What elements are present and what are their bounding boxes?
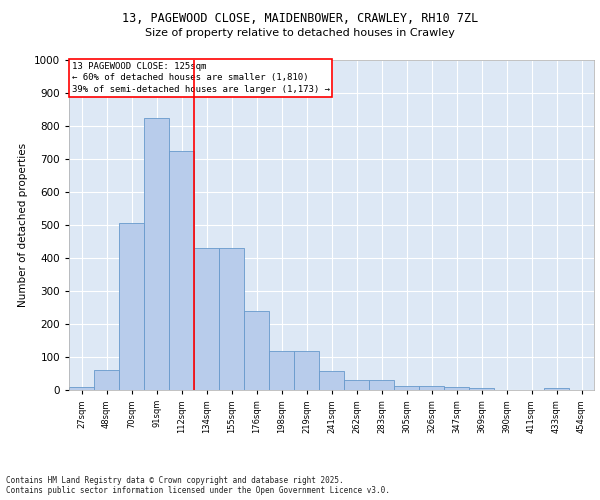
Bar (119, 224, 144, 390)
Bar (444, 386, 469, 390)
Bar (319, 371, 344, 390)
Bar (544, 388, 569, 390)
Bar (69, 388, 94, 390)
Bar (94, 370, 119, 390)
Bar (469, 388, 494, 390)
Bar (344, 380, 369, 390)
Text: 13, PAGEWOOD CLOSE, MAIDENBOWER, CRAWLEY, RH10 7ZL: 13, PAGEWOOD CLOSE, MAIDENBOWER, CRAWLEY… (122, 12, 478, 26)
Bar (369, 380, 394, 390)
Bar (419, 386, 444, 390)
Y-axis label: Number of detached properties: Number of detached properties (18, 143, 28, 307)
Bar (169, 151, 194, 390)
Bar (269, 351, 294, 390)
Bar (244, 311, 269, 390)
Bar (194, 248, 219, 390)
Text: Contains HM Land Registry data © Crown copyright and database right 2025.
Contai: Contains HM Land Registry data © Crown c… (6, 476, 390, 495)
Bar (144, 118, 169, 390)
Bar (219, 248, 244, 390)
Text: Size of property relative to detached houses in Crawley: Size of property relative to detached ho… (145, 28, 455, 38)
Bar (294, 351, 319, 390)
Text: 13 PAGEWOOD CLOSE: 125sqm
← 60% of detached houses are smaller (1,810)
39% of se: 13 PAGEWOOD CLOSE: 125sqm ← 60% of detac… (71, 62, 329, 94)
Bar (394, 386, 419, 390)
